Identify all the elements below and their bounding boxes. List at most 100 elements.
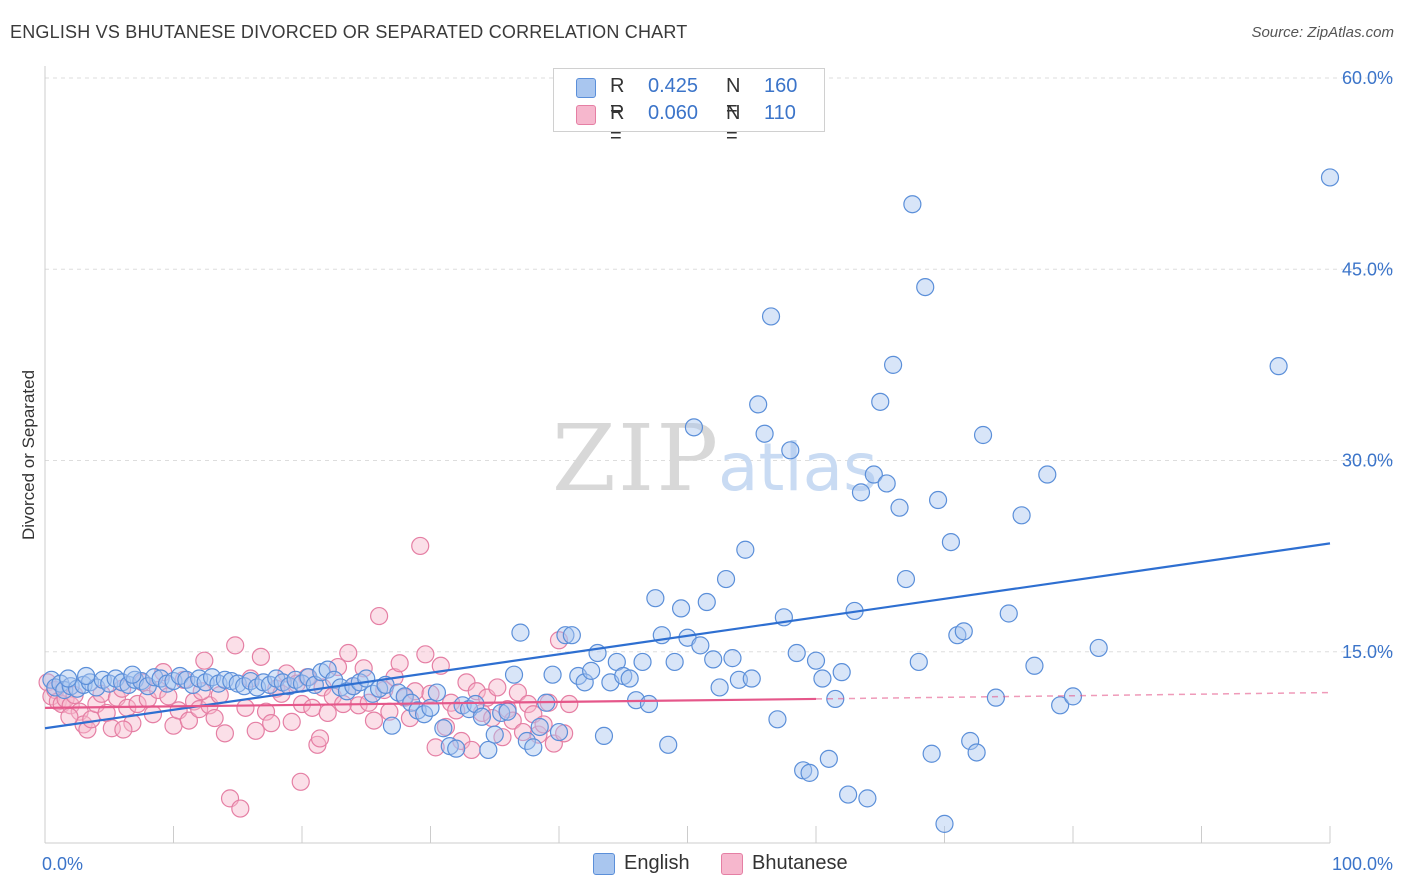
- bhutanese-point: [256, 702, 276, 721]
- bhutanese-point: [179, 711, 199, 730]
- english-point: [472, 707, 491, 726]
- watermark: ZIP atlas: [552, 405, 878, 512]
- english-point: [736, 540, 755, 559]
- english-point: [800, 763, 819, 782]
- x-tick-label-min: 0.0%: [42, 854, 83, 874]
- english-point: [839, 785, 858, 804]
- bhutanese-point: [457, 673, 476, 692]
- legend-swatch-english: [576, 78, 596, 98]
- english-point: [665, 652, 684, 672]
- english-point: [973, 425, 993, 445]
- legend-n-label: N =: [726, 102, 741, 147]
- english-point: [511, 623, 530, 642]
- english-trend-line: [44, 542, 1331, 730]
- english-point: [1012, 506, 1031, 525]
- english-point: [485, 725, 504, 744]
- english-point: [954, 622, 973, 641]
- bhutanese-point: [61, 696, 80, 715]
- bhutanese-point: [102, 719, 121, 738]
- bhutanese-point: [390, 654, 409, 673]
- english-point: [749, 395, 768, 414]
- english-point: [434, 719, 453, 738]
- english-point: [697, 592, 716, 612]
- bhutanese-point: [60, 707, 79, 726]
- bottom-legend-label-bhutanese: Bhutanese: [752, 852, 848, 874]
- english-point: [761, 307, 781, 326]
- english-point: [723, 649, 742, 668]
- english-point: [903, 195, 922, 214]
- english-point: [781, 441, 800, 460]
- bhutanese-point: [462, 740, 481, 760]
- english-point: [916, 278, 935, 297]
- bhutanese-point: [78, 720, 97, 739]
- english-point: [318, 660, 337, 679]
- bhutanese-trend-line-dashed: [815, 691, 1331, 700]
- bhutanese-point: [426, 738, 445, 757]
- english-point: [1051, 696, 1070, 715]
- legend-r-label: R =: [610, 102, 625, 147]
- bhutanese-point: [519, 694, 538, 714]
- bhutanese-trend-line: [44, 697, 817, 709]
- english-point: [543, 665, 562, 684]
- english-point: [382, 716, 402, 735]
- english-point: [851, 483, 871, 502]
- x-tick-label-max: 100.0%: [1332, 854, 1393, 874]
- english-point: [556, 626, 575, 645]
- english-point: [716, 569, 736, 589]
- axes: [44, 66, 1331, 844]
- bhutanese-point: [508, 683, 527, 702]
- legend-r-value-english: 0.425: [648, 75, 699, 97]
- english-point: [890, 498, 909, 517]
- english-point: [935, 814, 954, 833]
- bhutanese-point: [215, 724, 234, 743]
- english-point: [633, 652, 652, 672]
- y-tick-label-3: 60.0%: [1342, 68, 1393, 88]
- y-axis-label: Divorced or Separated: [19, 370, 38, 540]
- english-point: [883, 355, 903, 374]
- bhutanese-point: [164, 716, 183, 735]
- correlation-legend: R = 0.425 N = 160 R = 0.060 N = 110: [553, 68, 825, 147]
- english-point: [1269, 357, 1288, 376]
- bhutanese-point: [195, 651, 214, 670]
- legend-swatch-bhutanese: [576, 105, 596, 125]
- english-point: [986, 688, 1006, 707]
- y-tick-label-1: 30.0%: [1342, 451, 1393, 471]
- y-tick-label-0: 15.0%: [1342, 642, 1393, 662]
- bhutanese-point: [339, 643, 358, 663]
- bhutanese-point: [370, 606, 389, 626]
- bottom-legend-swatch-english: [593, 853, 615, 875]
- english-point: [864, 465, 883, 484]
- english-point: [813, 669, 832, 688]
- bhutanese-point: [291, 772, 310, 791]
- source-label: Source: ZipAtlas.com: [1251, 24, 1394, 41]
- english-point: [806, 651, 826, 670]
- legend-r-value-bhutanese: 0.060: [648, 102, 699, 124]
- english-point: [742, 669, 761, 688]
- english-point: [858, 789, 877, 808]
- english-point: [659, 735, 678, 754]
- grid-lines: [45, 77, 1395, 653]
- english-point: [967, 743, 986, 762]
- english-point: [498, 702, 517, 721]
- english-point: [691, 636, 710, 655]
- english-point: [1038, 465, 1057, 484]
- english-point: [1089, 638, 1108, 658]
- bottom-legend-swatch-bhutanese: [721, 853, 743, 875]
- english-point: [928, 490, 948, 510]
- english-point: [59, 669, 78, 688]
- english-point: [768, 710, 787, 729]
- english-point: [704, 650, 723, 669]
- english-point: [871, 392, 890, 411]
- bhutanese-point: [231, 799, 250, 818]
- bhutanese-point: [416, 645, 435, 664]
- legend-n-label: N =: [726, 75, 741, 120]
- bhutanese-point: [364, 711, 384, 730]
- english-point: [582, 661, 601, 680]
- english-point: [77, 666, 96, 686]
- bhutanese-point: [318, 703, 337, 723]
- english-point: [575, 673, 594, 692]
- english-point: [646, 589, 665, 608]
- english-point: [710, 678, 729, 697]
- english-point: [504, 665, 524, 684]
